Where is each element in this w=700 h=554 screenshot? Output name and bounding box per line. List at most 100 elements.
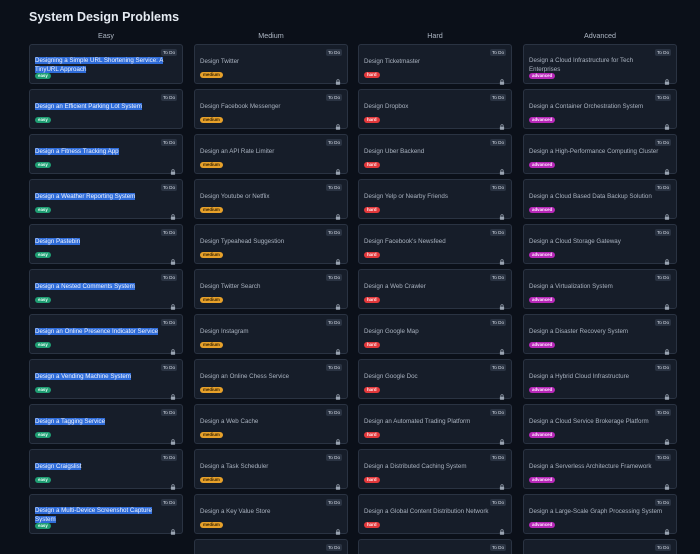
- lock-icon: [499, 477, 505, 490]
- problem-card[interactable]: To Do Design a Cloud Storage Gateway advan…: [523, 224, 677, 265]
- problem-title: Design a Global Content Distribution Net…: [364, 508, 489, 515]
- column-header-hard: Hard: [427, 31, 443, 40]
- status-badge: To Do: [490, 364, 506, 371]
- difficulty-badge: medium: [200, 207, 223, 213]
- status-badge: To Do: [161, 319, 177, 326]
- problem-card[interactable]: To Do Design a Task Scheduler medium: [194, 449, 348, 490]
- problem-title: Design a Tagging Service: [35, 418, 106, 425]
- problem-card[interactable]: To Do Design Google Map hard: [358, 314, 512, 355]
- problem-card[interactable]: To Do Design a Fitness Tracking App easy: [29, 134, 183, 175]
- problem-card[interactable]: To Do Design a Large-Scale Graph Processi…: [523, 494, 677, 535]
- problem-card[interactable]: To Do Design Youtube or Netflix medium: [194, 179, 348, 220]
- problem-title: Design a Nested Comments System: [35, 283, 135, 290]
- problem-card[interactable]: To Do Design a Global Content Distributio…: [358, 494, 512, 535]
- difficulty-badge: hard: [364, 477, 380, 483]
- difficulty-badge: hard: [364, 207, 380, 213]
- lock-icon: [499, 252, 505, 265]
- problem-card[interactable]: To Do Design a Web Crawler hard: [358, 269, 512, 310]
- problem-card[interactable]: To Do: [523, 539, 677, 554]
- problem-card[interactable]: To Do Design Twitter medium: [194, 44, 348, 85]
- problem-card[interactable]: To Do Design Ticketmaster hard: [358, 44, 512, 85]
- problem-card[interactable]: To Do Design a High-Performance Computing…: [523, 134, 677, 175]
- problem-card[interactable]: To Do Design Twitter Search medium: [194, 269, 348, 310]
- status-badge: To Do: [655, 94, 671, 101]
- status-badge: To Do: [161, 409, 177, 416]
- lock-icon: [664, 72, 670, 85]
- problem-card[interactable]: To Do Designing a Simple URL Shortening S…: [29, 44, 183, 84]
- lock-icon: [499, 522, 505, 535]
- problem-title: Design a Large-Scale Graph Processing Sy…: [529, 508, 663, 515]
- problem-card[interactable]: To Do Design Craigslist easy: [29, 449, 183, 490]
- lock-icon: [335, 207, 341, 220]
- problem-title: Design Google Doc: [364, 373, 418, 380]
- lock-icon: [664, 297, 670, 310]
- problem-card[interactable]: To Do Design Google Doc hard: [358, 359, 512, 400]
- problem-card[interactable]: To Do Design a Cloud Service Brokerage Pl…: [523, 404, 677, 445]
- lock-icon: [335, 432, 341, 445]
- problem-card[interactable]: To Do Design Dropbox hard: [358, 89, 512, 130]
- problem-title: Designing a Simple URL Shortening Servic…: [35, 57, 164, 73]
- problem-card[interactable]: To Do Design Instagram medium: [194, 314, 348, 355]
- column-header-advanced: Advanced: [584, 31, 616, 40]
- problem-card[interactable]: To Do Design Facebook Messenger medium: [194, 89, 348, 130]
- problem-card[interactable]: To Do Design a Web Cache medium: [194, 404, 348, 445]
- problem-card[interactable]: To Do Design an API Rate Limiter medium: [194, 134, 348, 175]
- problem-card[interactable]: To Do: [358, 539, 512, 554]
- problem-title: Design an API Rate Limiter: [200, 148, 275, 155]
- problem-card[interactable]: To Do Design a Serverless Architecture Fr…: [523, 449, 677, 490]
- lock-icon: [499, 117, 505, 130]
- difficulty-badge: medium: [200, 297, 223, 303]
- problem-card[interactable]: To Do Design Typeahead Suggestion medium: [194, 224, 348, 265]
- difficulty-badge: advanced: [529, 162, 556, 168]
- problem-card[interactable]: To Do Design an Online Chess Service mediu…: [194, 359, 348, 400]
- problem-title: Design a Weather Reporting System: [35, 193, 136, 200]
- difficulty-badge: easy: [35, 342, 51, 348]
- problem-card[interactable]: To Do Design Facebook's Newsfeed hard: [358, 224, 512, 265]
- status-badge: To Do: [490, 544, 506, 551]
- difficulty-badge: advanced: [529, 117, 556, 123]
- problem-card[interactable]: To Do Design Pastebin easy: [29, 224, 183, 265]
- problem-card[interactable]: To Do Design a Disaster Recovery System ad…: [523, 314, 677, 355]
- problem-card[interactable]: To Do Design a Key Value Store medium: [194, 494, 348, 535]
- difficulty-badge: advanced: [529, 252, 556, 258]
- lock-icon: [335, 297, 341, 310]
- difficulty-badge: medium: [200, 432, 223, 438]
- problem-card[interactable]: To Do Design a Weather Reporting System ea…: [29, 179, 183, 220]
- status-badge: To Do: [161, 49, 177, 56]
- difficulty-badge: easy: [35, 207, 51, 213]
- problem-card[interactable]: To Do Design a Multi-Device Screenshot Ca…: [29, 494, 183, 535]
- difficulty-badge: easy: [35, 252, 51, 258]
- problem-card[interactable]: To Do Design a Hybrid Cloud Infrastructur…: [523, 359, 677, 400]
- problem-card[interactable]: To Do Design Yelp or Nearby Friends hard: [358, 179, 512, 220]
- status-badge: To Do: [655, 409, 671, 416]
- status-badge: To Do: [655, 184, 671, 191]
- problem-card[interactable]: To Do Design a Cloud Based Data Backup So…: [523, 179, 677, 220]
- status-badge: To Do: [490, 499, 506, 506]
- problem-card[interactable]: To Do Design a Virtualization System advan…: [523, 269, 677, 310]
- problem-card[interactable]: To Do Design an Efficient Parking Lot Sys…: [29, 89, 183, 129]
- problem-title: Design a Cloud Service Brokerage Platfor…: [529, 418, 649, 425]
- problem-card[interactable]: To Do Design a Vending Machine System easy: [29, 359, 183, 400]
- problem-card[interactable]: To Do Design a Cloud Infrastructure for T…: [523, 44, 677, 85]
- problem-title: Design Ticketmaster: [364, 58, 421, 65]
- difficulty-badge: easy: [35, 117, 51, 123]
- lock-icon: [335, 252, 341, 265]
- lock-icon: [170, 477, 176, 490]
- lock-icon: [499, 72, 505, 85]
- problem-card[interactable]: To Do Design Uber Backend hard: [358, 134, 512, 175]
- problem-card[interactable]: To Do Design a Container Orchestration Sy…: [523, 89, 677, 130]
- column-hard: Hard To Do Design Ticketmaster hard To Do Des…: [358, 30, 512, 554]
- problem-card[interactable]: To Do Design a Distributed Caching System…: [358, 449, 512, 490]
- difficulty-badge: hard: [364, 252, 380, 258]
- difficulty-badge: easy: [35, 477, 51, 483]
- problem-card[interactable]: To Do Design an Automated Trading Platfor…: [358, 404, 512, 445]
- lock-icon: [170, 207, 176, 220]
- lock-icon: [499, 207, 505, 220]
- difficulty-badge: easy: [35, 387, 51, 393]
- problem-card[interactable]: To Do Design an Online Presence Indicator…: [29, 314, 183, 355]
- problem-card[interactable]: To Do Design a Tagging Service easy: [29, 404, 183, 445]
- problem-title: Design a Cloud Infrastructure for Tech E…: [529, 57, 634, 73]
- problem-card[interactable]: To Do Design a Nested Comments System easy: [29, 269, 183, 310]
- lock-icon: [335, 162, 341, 175]
- problem-card[interactable]: To Do: [194, 539, 348, 554]
